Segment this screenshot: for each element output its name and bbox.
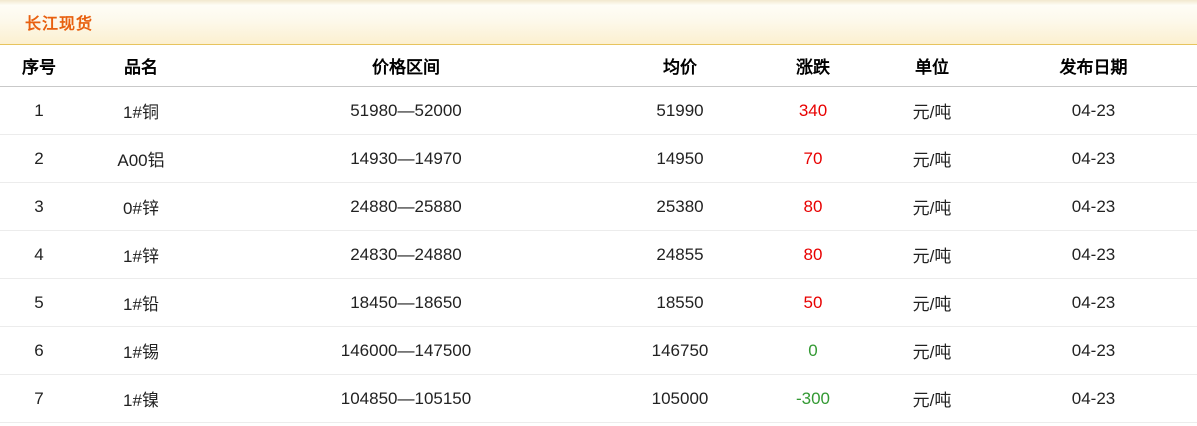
cell-price-change: 340 [752, 86, 874, 135]
cell-row-number: 2 [0, 134, 78, 183]
spot-price-table: 序号 品名 价格区间 均价 涨跌 单位 发布日期 1 1#铜 51980—52000… [0, 45, 1197, 423]
cell-price-range: 146000—147500 [204, 326, 608, 375]
table-row: 1 1#铜 51980—52000 51990 340 元/吨 04-23 [0, 86, 1197, 135]
cell-row-number: 4 [0, 230, 78, 279]
cell-publish-date: 04-23 [990, 182, 1197, 231]
cell-product-name: 1#锡 [78, 326, 204, 375]
cell-unit: 元/吨 [874, 182, 990, 231]
cell-publish-date: 04-23 [990, 278, 1197, 327]
cell-price-change: 0 [752, 326, 874, 375]
cell-price-change: 50 [752, 278, 874, 327]
cell-publish-date: 04-23 [990, 326, 1197, 375]
cell-price-change: 80 [752, 182, 874, 231]
table-row: 2 A00铝 14930—14970 14950 70 元/吨 04-23 [0, 134, 1197, 183]
cell-price-range: 24830—24880 [204, 230, 608, 279]
header-unit: 单位 [874, 45, 990, 87]
table-header-row: 序号 品名 价格区间 均价 涨跌 单位 发布日期 [0, 45, 1197, 87]
table-row: 6 1#锡 146000—147500 146750 0 元/吨 04-23 [0, 326, 1197, 375]
table-row: 5 1#铅 18450—18650 18550 50 元/吨 04-23 [0, 278, 1197, 327]
cell-unit: 元/吨 [874, 86, 990, 135]
cell-price-range: 24880—25880 [204, 182, 608, 231]
cell-price-change: 70 [752, 134, 874, 183]
cell-average-price: 146750 [608, 326, 752, 375]
cell-price-range: 18450—18650 [204, 278, 608, 327]
cell-publish-date: 04-23 [990, 374, 1197, 423]
header-average-price: 均价 [608, 45, 752, 87]
cell-row-number: 3 [0, 182, 78, 231]
table-row: 3 0#锌 24880—25880 25380 80 元/吨 04-23 [0, 182, 1197, 231]
cell-product-name: A00铝 [78, 134, 204, 183]
cell-row-number: 5 [0, 278, 78, 327]
header-publish-date: 发布日期 [990, 45, 1197, 87]
cell-publish-date: 04-23 [990, 230, 1197, 279]
cell-average-price: 105000 [608, 374, 752, 423]
panel-title: 长江现货 [25, 16, 94, 33]
cell-publish-date: 04-23 [990, 86, 1197, 135]
cell-product-name: 1#锌 [78, 230, 204, 279]
cell-unit: 元/吨 [874, 326, 990, 375]
table-row: 7 1#镍 104850—105150 105000 -300 元/吨 04-23 [0, 374, 1197, 423]
cell-product-name: 1#镍 [78, 374, 204, 423]
cell-unit: 元/吨 [874, 134, 990, 183]
cell-row-number: 6 [0, 326, 78, 375]
cell-product-name: 0#锌 [78, 182, 204, 231]
cell-unit: 元/吨 [874, 230, 990, 279]
cell-price-change: 80 [752, 230, 874, 279]
cell-price-change: -300 [752, 374, 874, 423]
cell-price-range: 14930—14970 [204, 134, 608, 183]
cell-row-number: 7 [0, 374, 78, 423]
cell-product-name: 1#铜 [78, 86, 204, 135]
cell-average-price: 25380 [608, 182, 752, 231]
cell-unit: 元/吨 [874, 278, 990, 327]
cell-row-number: 1 [0, 86, 78, 135]
panel-title-bar: 长江现货 [0, 0, 1197, 45]
cell-average-price: 18550 [608, 278, 752, 327]
header-price-change: 涨跌 [752, 45, 874, 87]
header-row-number: 序号 [0, 45, 78, 87]
header-product-name: 品名 [78, 45, 204, 87]
header-price-range: 价格区间 [204, 45, 608, 87]
cell-price-range: 51980—52000 [204, 86, 608, 135]
cell-average-price: 24855 [608, 230, 752, 279]
cell-publish-date: 04-23 [990, 134, 1197, 183]
cell-price-range: 104850—105150 [204, 374, 608, 423]
cell-product-name: 1#铅 [78, 278, 204, 327]
table-row: 4 1#锌 24830—24880 24855 80 元/吨 04-23 [0, 230, 1197, 279]
price-table-body: 1 1#铜 51980—52000 51990 340 元/吨 04-23 2 A00铝 1493… [0, 86, 1197, 423]
cell-unit: 元/吨 [874, 374, 990, 423]
cell-average-price: 51990 [608, 86, 752, 135]
cell-average-price: 14950 [608, 134, 752, 183]
